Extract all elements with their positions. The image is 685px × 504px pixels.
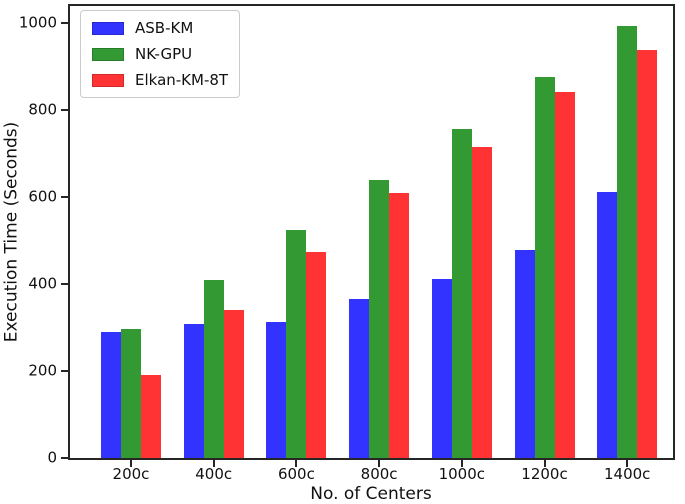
bar-asb-km-1000c xyxy=(431,279,452,458)
y-tick-label-0: 0 xyxy=(47,448,57,467)
bar-group-1400c xyxy=(597,26,658,458)
bar-elkan-km-8t-400c xyxy=(223,310,244,458)
bar-nk-gpu-400c xyxy=(203,279,224,458)
x-tick-label-600c: 600c xyxy=(277,465,315,483)
bar-elkan-km-8t-800c xyxy=(389,192,410,458)
legend-label-nk-gpu: NK-GPU xyxy=(135,45,193,63)
y-axis-title-wrap: Execution Time (Seconds) xyxy=(0,4,22,460)
x-tick-mark-200c xyxy=(130,460,132,467)
bar-asb-km-600c xyxy=(266,321,287,458)
bar-elkan-km-8t-600c xyxy=(306,251,327,458)
bar-asb-km-800c xyxy=(349,299,370,458)
bar-nk-gpu-600c xyxy=(286,229,307,458)
bar-nk-gpu-1200c xyxy=(534,77,555,458)
x-tick-mark-1000c xyxy=(460,460,463,467)
y-axis-title: Execution Time (Seconds) xyxy=(1,121,21,343)
x-tick-label-1200c: 1200c xyxy=(521,465,568,483)
y-tick-mark-1000 xyxy=(61,22,68,25)
bar-nk-gpu-800c xyxy=(369,179,390,458)
bar-nk-gpu-1400c xyxy=(617,26,638,458)
legend: ASB-KM NK-GPU Elkan-KM-8T xyxy=(80,10,241,98)
y-tick-label-200: 200 xyxy=(28,361,57,380)
y-tick-mark-600 xyxy=(61,196,68,199)
y-tick-label-1000: 1000 xyxy=(18,13,57,32)
legend-label-asb-km: ASB-KM xyxy=(135,19,194,37)
bar-asb-km-200c xyxy=(101,331,121,458)
bar-group-1000c xyxy=(431,129,492,458)
x-tick-mark-800c xyxy=(378,460,381,467)
y-tick-mark-400 xyxy=(61,283,68,286)
bar-asb-km-1200c xyxy=(514,250,535,458)
y-tick-mark-800 xyxy=(61,109,68,112)
bar-nk-gpu-1000c xyxy=(451,129,472,458)
y-tick-label-600: 600 xyxy=(28,187,57,206)
legend-swatch-elkan-km-8t xyxy=(92,73,124,87)
x-tick-mark-600c xyxy=(295,460,298,467)
x-tick-label-1400c: 1400c xyxy=(603,465,651,483)
legend-swatch-nk-gpu xyxy=(92,47,124,61)
y-tick-mark-0 xyxy=(61,457,68,459)
bar-group-600c xyxy=(266,229,327,458)
bar-elkan-km-8t-1000c xyxy=(471,147,492,458)
legend-swatch-asb-km xyxy=(92,21,124,35)
bar-nk-gpu-200c xyxy=(121,328,141,458)
legend-item-nk-gpu: NK-GPU xyxy=(92,45,228,63)
bar-asb-km-1400c xyxy=(597,192,618,458)
x-tick-label-800c: 800c xyxy=(360,465,398,483)
y-tick-label-400: 400 xyxy=(28,274,57,293)
x-tick-mark-1400c xyxy=(626,460,629,467)
x-tick-mark-400c xyxy=(212,460,215,467)
x-tick-label-1000c: 1000c xyxy=(438,465,486,483)
x-tick-label-200c: 200c xyxy=(112,465,150,483)
legend-item-asb-km: ASB-KM xyxy=(92,19,228,37)
bar-elkan-km-8t-200c xyxy=(141,374,161,458)
bar-group-200c xyxy=(101,328,161,458)
y-tick-label-800: 800 xyxy=(28,100,57,119)
plot-area: ASB-KM NK-GPU Elkan-KM-8T 0 200 400 600 800 100… xyxy=(19,4,675,482)
bar-elkan-km-8t-1400c xyxy=(637,50,658,458)
bar-group-800c xyxy=(349,179,410,458)
legend-item-elkan-km-8t: Elkan-KM-8T xyxy=(92,71,228,89)
x-axis-title: No. of Centers xyxy=(310,484,432,504)
legend-label-elkan-km-8t: Elkan-KM-8T xyxy=(135,71,229,89)
y-tick-mark-200 xyxy=(61,370,68,373)
bar-elkan-km-8t-1200c xyxy=(554,91,575,458)
bar-group-400c xyxy=(183,279,244,458)
x-tick-mark-1200c xyxy=(543,460,546,467)
x-tick-label-400c: 400c xyxy=(195,465,233,483)
bar-asb-km-400c xyxy=(183,324,204,458)
bar-group-1200c xyxy=(514,77,575,458)
